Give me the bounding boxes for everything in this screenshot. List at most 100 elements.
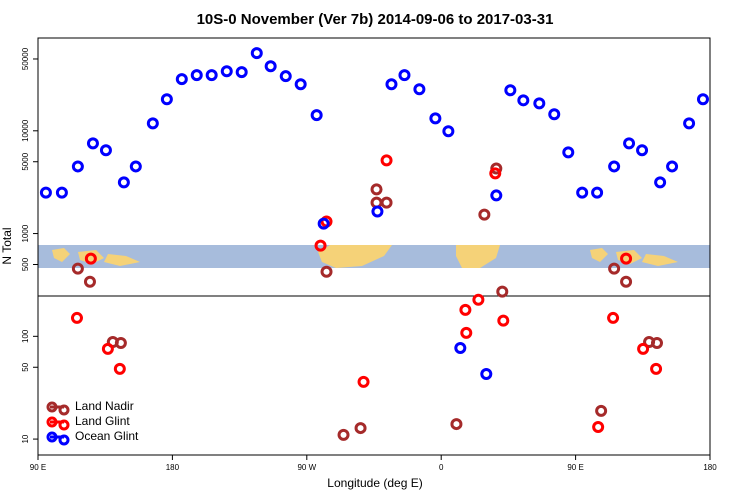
point bbox=[650, 337, 663, 350]
point bbox=[146, 117, 159, 130]
point bbox=[86, 137, 99, 150]
legend-marker bbox=[58, 434, 70, 446]
legend-marker bbox=[46, 416, 58, 428]
point bbox=[442, 125, 455, 138]
point bbox=[620, 252, 633, 265]
point bbox=[99, 144, 112, 157]
point bbox=[84, 252, 97, 265]
y-tick-label: 10000 bbox=[21, 119, 30, 142]
point bbox=[608, 160, 621, 173]
x-tick-label: 0 bbox=[439, 463, 444, 472]
point bbox=[429, 112, 442, 125]
x-tick-label: 180 bbox=[166, 463, 180, 472]
point bbox=[398, 69, 411, 82]
point bbox=[317, 217, 330, 230]
point bbox=[113, 362, 126, 375]
point bbox=[636, 144, 649, 157]
point bbox=[666, 160, 679, 173]
y-tick-label: 10 bbox=[21, 434, 30, 443]
point bbox=[490, 189, 503, 202]
point bbox=[101, 342, 114, 355]
legend-marker bbox=[58, 404, 70, 416]
legend-label: Land Glint bbox=[75, 414, 130, 428]
point bbox=[279, 70, 292, 83]
point bbox=[71, 160, 84, 173]
point bbox=[294, 78, 307, 91]
point bbox=[478, 208, 491, 221]
x-tick-label: 180 bbox=[703, 463, 717, 472]
point bbox=[480, 367, 493, 380]
point bbox=[696, 93, 709, 106]
point bbox=[504, 84, 517, 97]
chart-title: 10S-0 November (Ver 7b) 2014-09-06 to 20… bbox=[197, 11, 554, 28]
point bbox=[354, 422, 367, 435]
point bbox=[454, 341, 467, 354]
x-axis-label: Longitude (deg E) bbox=[327, 476, 422, 490]
x-tick-label: 90 W bbox=[297, 463, 316, 472]
point bbox=[623, 137, 636, 150]
map-strip bbox=[38, 245, 710, 268]
legend-label: Ocean Glint bbox=[75, 429, 139, 443]
point bbox=[608, 262, 621, 275]
point bbox=[496, 285, 509, 298]
legend-marker bbox=[46, 431, 58, 443]
point bbox=[310, 109, 323, 122]
point bbox=[71, 262, 84, 275]
point bbox=[497, 314, 510, 327]
y-tick-label: 1000 bbox=[21, 224, 30, 242]
point bbox=[160, 93, 173, 106]
point bbox=[591, 186, 604, 199]
point bbox=[320, 265, 333, 278]
point bbox=[314, 239, 327, 252]
point bbox=[548, 108, 561, 121]
legend-marker bbox=[46, 401, 58, 413]
point bbox=[250, 47, 263, 60]
point bbox=[337, 428, 350, 441]
x-tick-label: 90 E bbox=[567, 463, 583, 472]
point bbox=[175, 73, 188, 86]
point bbox=[385, 78, 398, 91]
y-tick-label: 500 bbox=[21, 257, 30, 271]
point bbox=[517, 94, 530, 107]
point bbox=[576, 186, 589, 199]
point bbox=[83, 275, 96, 288]
point bbox=[70, 311, 83, 324]
point bbox=[683, 117, 696, 130]
y-tick-label: 5000 bbox=[21, 152, 30, 170]
point bbox=[489, 167, 502, 180]
legend-marker bbox=[58, 419, 70, 431]
point bbox=[114, 337, 127, 350]
y-tick-label: 100 bbox=[21, 329, 30, 343]
point bbox=[654, 176, 667, 189]
point bbox=[357, 375, 370, 388]
point bbox=[460, 326, 473, 339]
plot-frame bbox=[37, 37, 711, 456]
point bbox=[413, 83, 426, 96]
point bbox=[264, 60, 277, 73]
point bbox=[129, 160, 142, 173]
point bbox=[380, 196, 393, 209]
x-tick-label: 90 E bbox=[30, 463, 46, 472]
point bbox=[117, 176, 130, 189]
point bbox=[490, 162, 503, 175]
point bbox=[205, 69, 218, 82]
point bbox=[472, 293, 485, 306]
legend-label: Land Nadir bbox=[75, 399, 134, 413]
y-tick-label: 50000 bbox=[21, 47, 30, 70]
point bbox=[450, 418, 463, 431]
point bbox=[620, 275, 633, 288]
point bbox=[39, 186, 52, 199]
point bbox=[235, 66, 248, 79]
point bbox=[220, 65, 233, 78]
point bbox=[595, 404, 608, 417]
point bbox=[637, 342, 650, 355]
point bbox=[562, 146, 575, 159]
point bbox=[459, 303, 472, 316]
y-tick-label: 50 bbox=[21, 362, 30, 371]
point bbox=[371, 205, 384, 218]
point bbox=[607, 311, 620, 324]
point bbox=[370, 183, 383, 196]
point bbox=[592, 421, 605, 434]
point bbox=[380, 154, 393, 167]
